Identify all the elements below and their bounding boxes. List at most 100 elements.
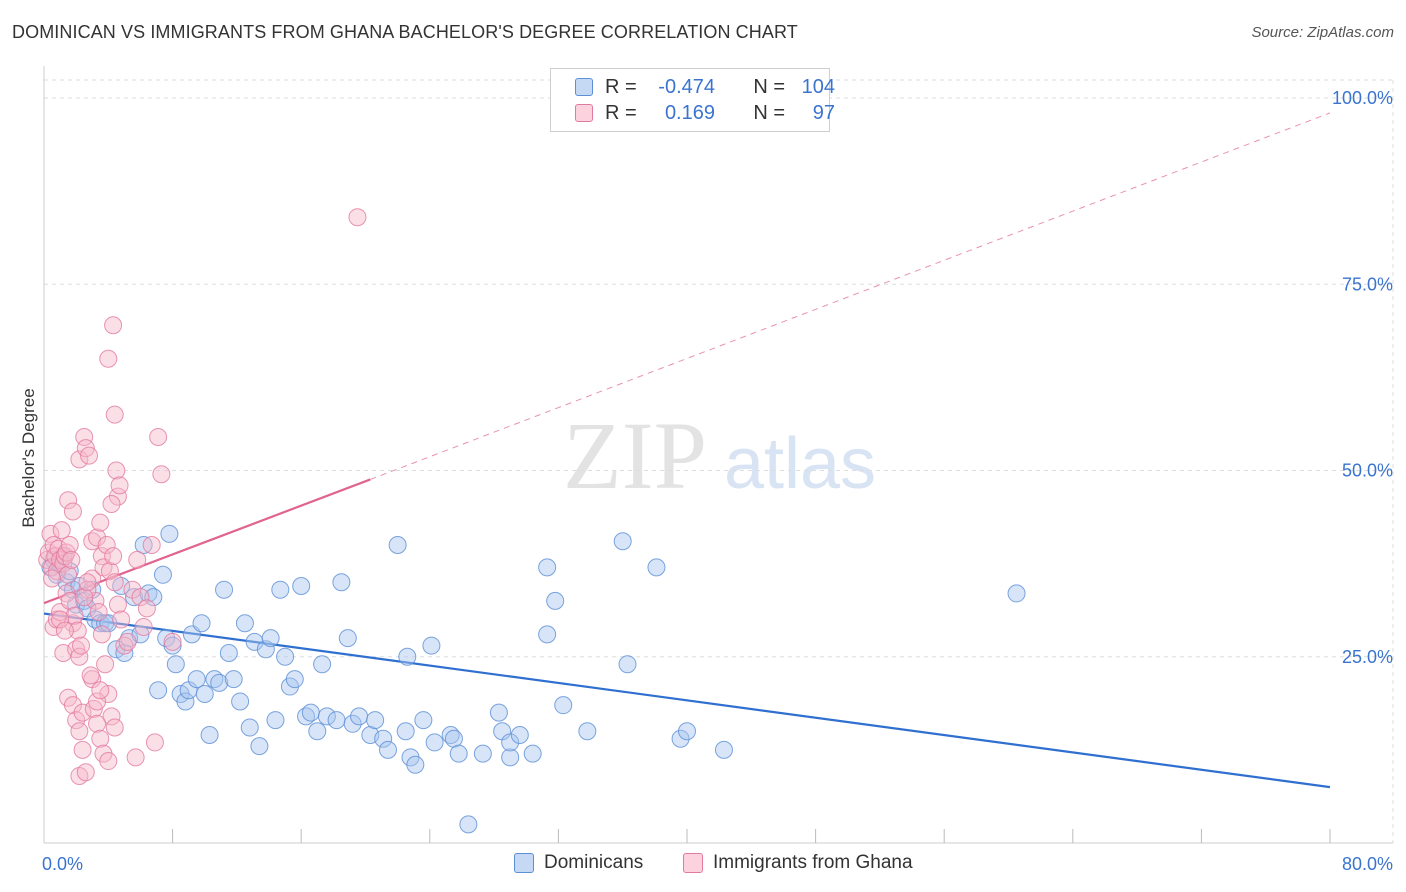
dominican-point: [144, 588, 163, 607]
ghana-point: [110, 476, 129, 495]
dominican-point: [160, 524, 179, 543]
ghana-point: [149, 427, 168, 446]
ghana-point: [55, 621, 74, 640]
ghana-point: [137, 599, 156, 618]
bottom-legend-dominicans[interactable]: Dominicans: [514, 852, 643, 874]
dominican-point: [210, 673, 229, 692]
dominican-point: [366, 711, 385, 730]
legend-row-ghana: R = 0.169 N = 97: [575, 100, 835, 126]
ghana-point: [88, 528, 107, 547]
ghana-point: [51, 610, 70, 629]
y-tick-label: 100.0%: [1332, 88, 1393, 108]
bottom-legend-ghana[interactable]: Immigrants from Ghana: [683, 852, 913, 874]
ghana-point: [104, 547, 123, 566]
dominican-point: [192, 614, 211, 633]
ghana-point: [112, 610, 131, 629]
ghana-point: [91, 681, 110, 700]
dominican-point: [301, 703, 320, 722]
dominican-point: [235, 614, 254, 633]
dominican-point: [256, 640, 275, 659]
legend-swatch-blue: [514, 853, 534, 873]
dominican-point: [449, 744, 468, 763]
ghana-point: [99, 349, 118, 368]
dominican-point: [215, 580, 234, 599]
ghana-point: [104, 316, 123, 335]
dominican-point: [473, 744, 492, 763]
dominican-point: [396, 722, 415, 741]
ghana-point: [83, 532, 102, 551]
dominican-point: [554, 696, 573, 715]
ghana-point: [108, 487, 127, 506]
dominican-point: [343, 714, 362, 733]
dominican-point: [166, 655, 185, 674]
dominican-point: [250, 737, 269, 756]
dominican-point: [327, 711, 346, 730]
dominican-point: [444, 729, 463, 748]
dominican-point: [501, 733, 520, 752]
ghana-point: [152, 465, 171, 484]
dominican-point: [338, 629, 357, 648]
dominican-point: [332, 573, 351, 592]
dominican-point: [422, 636, 441, 655]
ghana-point: [107, 461, 126, 480]
ghana-point: [52, 521, 71, 540]
dominican-point: [613, 532, 632, 551]
dominican-point: [187, 670, 206, 689]
ghana-point: [70, 647, 89, 666]
dominican-point: [153, 565, 172, 584]
ghana-point: [60, 536, 79, 554]
dominican-point: [308, 722, 327, 741]
dominican-point: [523, 744, 542, 763]
ghana-point: [105, 405, 124, 424]
ghana-point: [96, 655, 115, 674]
dominican-point: [231, 692, 250, 711]
dominican-point: [350, 707, 369, 726]
dominican-point: [285, 670, 304, 689]
dominican-point: [266, 711, 285, 730]
ghana-point: [102, 495, 121, 514]
ghana-point: [105, 573, 124, 592]
dominican-point: [149, 681, 168, 700]
legend-n-label: N =: [753, 75, 785, 98]
dominican-point: [219, 644, 238, 663]
dominican-point: [398, 647, 417, 666]
ghana-point: [128, 550, 147, 569]
dominican-trend-line: [43, 612, 1331, 789]
ghana-point: [163, 632, 182, 651]
ghana-point: [105, 718, 124, 737]
ghana-point: [88, 692, 107, 711]
ghana-point: [65, 606, 84, 625]
ghana-point: [142, 536, 161, 554]
chart-title: DOMINICAN VS IMMIGRANTS FROM GHANA BACHE…: [12, 22, 798, 42]
legend-swatch-blue: [575, 78, 593, 96]
legend-n-value: 97: [812, 101, 835, 124]
ghana-point: [62, 550, 81, 569]
dominican-point: [271, 580, 290, 599]
x-tick-label: 80.0%: [1342, 854, 1393, 874]
ghana-point: [88, 714, 107, 733]
ghana-point: [70, 450, 89, 469]
watermark-atlas: atlas: [724, 424, 876, 504]
ghana-point: [91, 513, 110, 532]
dominican-point: [425, 733, 444, 752]
legend-row-dominicans: R = -0.474 N = 104: [575, 74, 835, 100]
dominican-point: [578, 722, 597, 741]
dominican-point: [414, 711, 433, 730]
ghana-point: [78, 573, 97, 592]
y-tick-label: 75.0%: [1342, 274, 1393, 294]
legend-n-label: N =: [753, 101, 785, 124]
ghana-point: [102, 707, 121, 726]
legend-r-label: R =: [605, 75, 637, 98]
dominican-point: [714, 740, 733, 759]
ghana-point: [75, 427, 94, 446]
ghana-point: [73, 703, 92, 722]
dominican-point: [163, 636, 182, 655]
dominican-point: [176, 692, 195, 711]
ghana-point: [41, 524, 60, 543]
ghana-point: [81, 666, 100, 685]
dominican-point: [489, 703, 508, 722]
ghana-point: [118, 632, 137, 651]
dominican-point: [374, 729, 393, 748]
dominican-point: [618, 655, 637, 674]
dominican-point: [276, 647, 295, 666]
